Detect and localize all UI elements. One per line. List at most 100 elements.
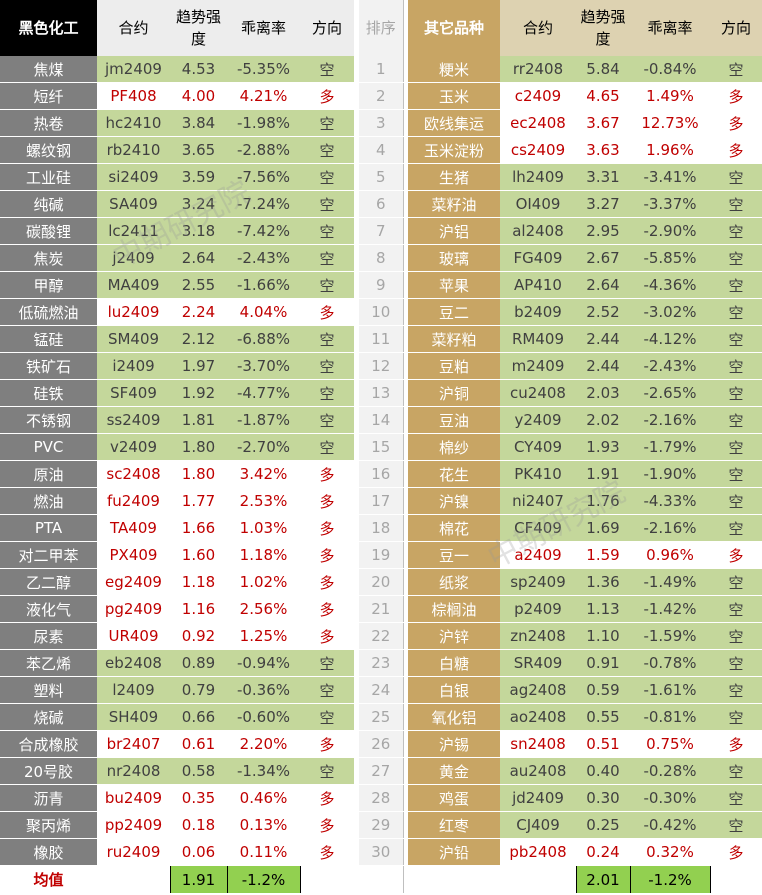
- table-row: 塑料 l2409 0.79 -0.36% 空 24 白银 ag2408 0.59 -1.61% 空: [0, 676, 762, 704]
- left-direction: 多: [300, 811, 354, 839]
- rank-number: 24: [359, 676, 403, 704]
- right-gap: [402, 568, 408, 596]
- left-strength: 3.18: [170, 217, 227, 245]
- right-deviation: -3.41%: [630, 163, 710, 191]
- left-commodity-name: 燃油: [0, 487, 97, 515]
- left-direction: 多: [300, 541, 354, 569]
- footer-blank: [500, 865, 576, 893]
- footer-blank: [354, 865, 359, 893]
- right-contract: ni2407: [500, 487, 576, 515]
- right-strength: 0.40: [576, 757, 630, 785]
- right-strength: 1.10: [576, 622, 630, 650]
- right-deviation: -4.36%: [630, 271, 710, 299]
- right-strength: 2.44: [576, 352, 630, 380]
- left-commodity-name: 锰硅: [0, 325, 97, 353]
- right-direction: 空: [710, 514, 762, 542]
- rank-number: 25: [359, 703, 403, 731]
- rank-number: 3: [359, 109, 403, 137]
- left-gap: [354, 622, 359, 650]
- left-deviation: -1.87%: [227, 406, 300, 434]
- right-contract: b2409: [500, 298, 576, 326]
- right-strength: 2.52: [576, 298, 630, 326]
- right-deviation: 1.49%: [630, 82, 710, 110]
- left-contract: jm2409: [97, 56, 170, 83]
- rank-number: 6: [359, 190, 403, 218]
- right-commodity-name: 棉花: [408, 514, 500, 542]
- left-direction: 空: [300, 244, 354, 272]
- right-direction: 空: [710, 244, 762, 272]
- left-deviation: 2.56%: [227, 595, 300, 623]
- table-row: 螺纹钢 rb2410 3.65 -2.88% 空 4 玉米淀粉 cs2409 3.63 1.96%…: [0, 136, 762, 164]
- right-gap: [402, 406, 408, 434]
- left-gap: [354, 703, 359, 731]
- left-gap: [354, 109, 359, 137]
- table-row: 工业硅 si2409 3.59 -7.56% 空 5 生猪 lh2409 3.31 -3.41% 空: [0, 163, 762, 191]
- rank-number: 26: [359, 730, 403, 758]
- right-contract: AP410: [500, 271, 576, 299]
- left-direction: 空: [300, 325, 354, 353]
- right-strength: 1.91: [576, 460, 630, 488]
- right-contract: a2409: [500, 541, 576, 569]
- left-gap: [354, 352, 359, 380]
- right-deviation: 0.32%: [630, 838, 710, 866]
- right-gap: [402, 163, 408, 191]
- left-contract: v2409: [97, 433, 170, 461]
- rank-number: 2: [359, 82, 403, 110]
- left-commodity-name: 乙二醇: [0, 568, 97, 596]
- right-deviation: -0.28%: [630, 757, 710, 785]
- left-gap: [354, 217, 359, 245]
- right-deviation: -1.59%: [630, 622, 710, 650]
- left-deviation: -7.56%: [227, 163, 300, 191]
- left-contract: br2407: [97, 730, 170, 758]
- left-direction: 多: [300, 595, 354, 623]
- rank-number: 4: [359, 136, 403, 164]
- rank-number: 10: [359, 298, 403, 326]
- left-strength: 2.24: [170, 298, 227, 326]
- right-contract: p2409: [500, 595, 576, 623]
- footer-blank: [402, 865, 408, 893]
- right-commodity-name: 黄金: [408, 757, 500, 785]
- left-deviation: -6.88%: [227, 325, 300, 353]
- left-strength: 0.89: [170, 649, 227, 677]
- left-contract: SH409: [97, 703, 170, 731]
- right-commodity-name: 沪锡: [408, 730, 500, 758]
- right-direction: 空: [710, 649, 762, 677]
- left-contract: nr2408: [97, 757, 170, 785]
- left-deviation: -5.35%: [227, 56, 300, 83]
- right-deviation: -1.49%: [630, 568, 710, 596]
- left-deviation: -3.70%: [227, 352, 300, 380]
- left-direction: 多: [300, 298, 354, 326]
- left-direction: 空: [300, 56, 354, 83]
- rank-number: 20: [359, 568, 403, 596]
- right-strength: 0.51: [576, 730, 630, 758]
- right-direction: 多: [710, 730, 762, 758]
- right-direction: 空: [710, 271, 762, 299]
- left-commodity-name: PTA: [0, 514, 97, 542]
- right-commodity-name: 沪镍: [408, 487, 500, 515]
- right-gap: [402, 676, 408, 704]
- right-commodity-name: 欧线集运: [408, 109, 500, 137]
- right-strength: 3.27: [576, 190, 630, 218]
- right-strength: 0.91: [576, 649, 630, 677]
- right-gap: [402, 109, 408, 137]
- right-commodity-name: 豆油: [408, 406, 500, 434]
- left-direction: 空: [300, 217, 354, 245]
- rank-number: 5: [359, 163, 403, 191]
- right-commodity-name: 棉纱: [408, 433, 500, 461]
- table-row: PTA TA409 1.66 1.03% 多 18 棉花 CF409 1.69 -2.16% 空: [0, 514, 762, 542]
- table-row: 硅铁 SF409 1.92 -4.77% 空 13 沪铜 cu2408 2.03 -2.65% 空: [0, 379, 762, 407]
- left-direction: 空: [300, 109, 354, 137]
- left-contract: l2409: [97, 676, 170, 704]
- right-gap: [402, 703, 408, 731]
- table-row: 沥青 bu2409 0.35 0.46% 多 28 鸡蛋 jd2409 0.30 -0.30% 空: [0, 784, 762, 812]
- left-group-title: 黑色化工: [0, 0, 97, 56]
- left-commodity-name: 螺纹钢: [0, 136, 97, 164]
- left-commodity-name: 尿素: [0, 622, 97, 650]
- left-deviation: 0.11%: [227, 838, 300, 866]
- right-commodity-name: 红枣: [408, 811, 500, 839]
- left-strength-header: 趋势强度: [170, 0, 227, 56]
- right-contract: sp2409: [500, 568, 576, 596]
- left-strength: 2.64: [170, 244, 227, 272]
- left-gap: [354, 838, 359, 866]
